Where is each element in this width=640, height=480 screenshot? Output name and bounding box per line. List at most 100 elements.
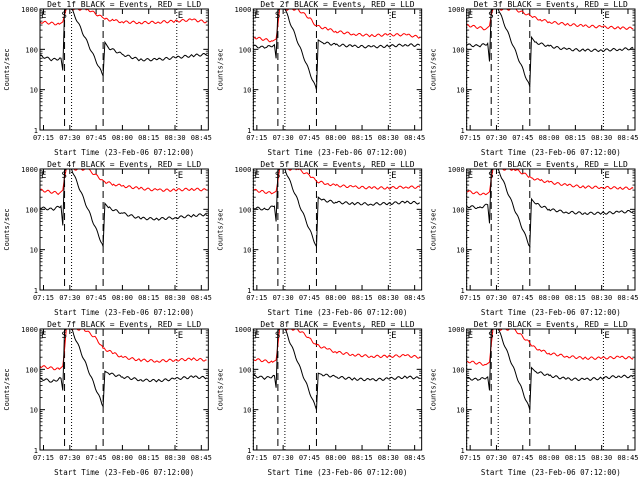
marker-label-s: S (275, 171, 280, 181)
events-series-line (466, 169, 634, 248)
x-tick-label: 08:30 (378, 134, 399, 142)
y-tick-label: 100 (25, 46, 38, 54)
y-axis-label: Counts/sec (3, 368, 11, 410)
marker-label-s: S (488, 11, 493, 21)
x-tick-label: 08:30 (591, 134, 612, 142)
x-tick-label: 08:45 (617, 454, 638, 462)
x-tick-label: 08:45 (404, 294, 425, 302)
x-tick-label: 07:45 (512, 294, 533, 302)
plot-frame (39, 328, 209, 451)
y-tick-label: 1000 (234, 326, 251, 334)
events-series-line (253, 9, 421, 90)
y-tick-label: 1 (247, 127, 251, 135)
y-tick-label: 10 (243, 407, 251, 415)
marker-label-e2: E (178, 331, 183, 341)
marker-label-e2: E (178, 171, 183, 181)
x-tick-label: 08:00 (325, 134, 346, 142)
x-tick-label: 08:15 (138, 454, 159, 462)
y-tick-label: 1 (34, 127, 38, 135)
x-tick-label: 07:15 (33, 294, 54, 302)
x-axis-label: Start Time (23-Feb-06 07:12:00) (54, 148, 194, 157)
plot-frame (466, 328, 636, 451)
plot-frame (252, 328, 423, 451)
y-tick-label: 100 (239, 206, 252, 214)
x-tick-label: 08:00 (112, 134, 133, 142)
y-axis-label: Counts/sec (430, 368, 438, 410)
x-tick-label: 07:45 (299, 294, 320, 302)
x-tick-label: 07:30 (486, 134, 507, 142)
y-tick-label: 100 (25, 206, 38, 214)
x-tick-label: 08:30 (591, 294, 612, 302)
lld-series-line (253, 169, 421, 195)
marker-label-e1: E (41, 331, 46, 341)
detector-panel-9: Det 9f BLACK = Events, RED = LLD Start Ti… (430, 320, 639, 477)
marker-label-e2: E (391, 11, 396, 21)
x-tick-label: 08:15 (352, 134, 373, 142)
x-tick-label: 07:45 (299, 454, 320, 462)
y-tick-label: 10 (30, 407, 38, 415)
marker-label-e2: E (391, 171, 396, 181)
y-axis-label: Counts/sec (216, 368, 224, 410)
detector-panel-4: Det 4f BLACK = Events, RED = LLD Start Ti… (3, 160, 212, 317)
x-tick-label: 08:45 (404, 134, 425, 142)
x-tick-label: 07:30 (273, 294, 294, 302)
y-tick-label: 1 (247, 447, 251, 455)
y-tick-label: 1000 (21, 326, 38, 334)
marker-label-s: S (62, 331, 67, 341)
x-tick-label: 07:30 (59, 454, 80, 462)
x-tick-label: 08:30 (164, 134, 185, 142)
y-axis-label: Counts/sec (3, 208, 11, 250)
x-axis-label: Start Time (23-Feb-06 07:12:00) (481, 308, 621, 317)
marker-label-e1: E (468, 11, 473, 21)
plot-frame (252, 168, 423, 291)
x-tick-label: 08:15 (565, 294, 586, 302)
x-tick-label: 08:30 (164, 454, 185, 462)
x-tick-label: 08:00 (539, 454, 560, 462)
y-tick-label: 100 (25, 366, 38, 374)
lld-series-line (466, 9, 634, 31)
y-tick-label: 1 (460, 127, 464, 135)
events-series-line (253, 169, 421, 249)
x-tick-label: 08:15 (138, 294, 159, 302)
marker-label-e2: E (604, 11, 609, 21)
y-tick-label: 100 (452, 46, 465, 54)
y-tick-label: 1 (247, 287, 251, 295)
x-axis-label: Start Time (23-Feb-06 07:12:00) (54, 308, 194, 317)
marker-label-s: S (62, 171, 67, 181)
marker-label-e2: E (178, 11, 183, 21)
detector-panel-6: Det 6f BLACK = Events, RED = LLD Start Ti… (430, 160, 639, 317)
x-axis-label: Start Time (23-Feb-06 07:12:00) (268, 308, 408, 317)
x-axis-label: Start Time (23-Feb-06 07:12:00) (54, 468, 194, 477)
x-tick-label: 08:15 (352, 294, 373, 302)
marker-label-e2: E (604, 171, 609, 181)
lld-series-line (253, 9, 421, 43)
y-tick-label: 1 (460, 287, 464, 295)
y-tick-label: 1000 (448, 166, 465, 174)
x-tick-label: 07:30 (486, 454, 507, 462)
x-tick-label: 07:15 (33, 134, 54, 142)
x-tick-label: 08:00 (112, 454, 133, 462)
y-tick-label: 10 (30, 247, 38, 255)
x-tick-label: 07:15 (33, 454, 54, 462)
y-tick-label: 1 (460, 447, 464, 455)
y-tick-label: 1000 (234, 166, 251, 174)
y-tick-label: 10 (456, 87, 464, 95)
marker-label-s: S (275, 331, 280, 341)
y-tick-label: 100 (452, 366, 465, 374)
lld-series-line (466, 169, 634, 196)
x-tick-label: 08:00 (325, 294, 346, 302)
detector-panel-7: Det 7f BLACK = Events, RED = LLD Start Ti… (3, 320, 212, 477)
marker-label-e1: E (41, 171, 46, 181)
events-series-line (40, 169, 207, 247)
y-axis-label: Counts/sec (216, 208, 224, 250)
y-tick-label: 1000 (234, 6, 251, 14)
x-tick-label: 07:30 (486, 294, 507, 302)
marker-label-e1: E (468, 331, 473, 341)
marker-label-s: S (62, 11, 67, 21)
y-tick-label: 10 (243, 87, 251, 95)
x-tick-label: 07:15 (460, 454, 481, 462)
x-tick-label: 07:15 (460, 294, 481, 302)
x-tick-label: 08:30 (378, 454, 399, 462)
y-tick-label: 10 (30, 87, 38, 95)
